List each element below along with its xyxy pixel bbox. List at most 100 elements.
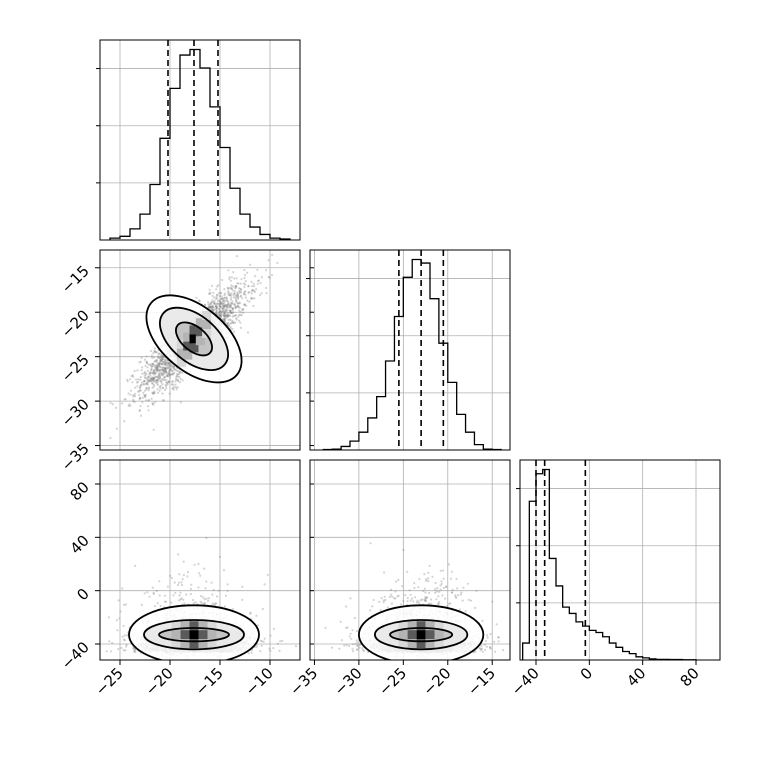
sample-point xyxy=(218,308,221,311)
density-cell xyxy=(180,630,190,640)
sample-point xyxy=(235,277,238,280)
sample-point xyxy=(159,358,162,361)
sample-point xyxy=(176,584,180,587)
sample-point xyxy=(154,365,157,368)
sample-point xyxy=(132,398,135,401)
sample-point xyxy=(259,282,262,285)
sample-point xyxy=(167,362,170,365)
sample-point xyxy=(138,386,141,390)
sample-point xyxy=(272,627,276,630)
sample-point xyxy=(164,358,167,361)
sample-point xyxy=(167,374,170,377)
sample-point xyxy=(128,378,131,381)
sample-point xyxy=(271,253,274,256)
sample-point xyxy=(169,365,172,368)
sample-point xyxy=(220,297,223,300)
sample-point xyxy=(164,363,167,366)
sample-point xyxy=(175,369,178,372)
sample-point xyxy=(224,317,227,320)
sample-point xyxy=(177,375,180,378)
sample-point xyxy=(249,611,252,614)
sample-point xyxy=(223,302,226,305)
sample-point xyxy=(164,370,168,374)
sample-point xyxy=(229,309,232,313)
sample-point xyxy=(215,293,218,296)
contour-line xyxy=(143,619,245,651)
sample-point xyxy=(159,384,162,388)
sample-point xyxy=(229,309,232,312)
sample-point xyxy=(231,309,234,312)
sample-point xyxy=(215,305,218,308)
sample-point xyxy=(207,301,210,304)
sample-point xyxy=(226,589,229,592)
sample-point xyxy=(134,386,137,389)
sample-point xyxy=(229,304,232,307)
sample-point xyxy=(127,392,130,395)
sample-point xyxy=(157,391,160,394)
sample-point xyxy=(168,392,171,395)
sample-point xyxy=(228,294,231,297)
sample-point xyxy=(186,575,189,578)
sample-point xyxy=(148,378,151,381)
sample-point xyxy=(162,367,165,370)
contour-line xyxy=(159,306,229,371)
sample-point xyxy=(230,287,233,290)
sample-point xyxy=(153,369,156,372)
sample-point xyxy=(207,306,210,309)
sample-point xyxy=(160,355,163,358)
sample-point xyxy=(165,381,168,384)
sample-point xyxy=(163,362,166,365)
sample-point xyxy=(238,290,241,293)
sample-point xyxy=(123,420,126,423)
sample-point xyxy=(162,399,165,402)
sample-point xyxy=(205,580,208,583)
sample-point xyxy=(161,355,164,358)
sample-point xyxy=(229,279,232,282)
sample-point xyxy=(157,368,160,372)
sample-point xyxy=(168,381,171,384)
sample-point xyxy=(242,293,246,296)
sample-point xyxy=(215,311,218,314)
sample-point xyxy=(222,305,225,308)
sample-point xyxy=(153,375,157,379)
sample-point xyxy=(151,379,154,382)
sample-point xyxy=(203,601,206,605)
sample-point xyxy=(153,605,156,608)
density-cell xyxy=(207,630,217,640)
sample-point xyxy=(236,293,239,296)
sample-point xyxy=(234,286,237,290)
sample-point xyxy=(250,289,253,292)
sample-point xyxy=(133,648,137,651)
sample-point xyxy=(155,364,158,367)
sample-point xyxy=(167,362,170,365)
sample-point xyxy=(151,379,154,383)
sample-point xyxy=(225,314,228,317)
sample-point xyxy=(210,304,213,307)
sample-point xyxy=(161,366,164,369)
sample-point xyxy=(230,302,234,305)
sample-point xyxy=(138,398,141,401)
sample-point xyxy=(132,647,135,650)
sample-point xyxy=(165,378,168,382)
sample-point xyxy=(222,307,225,310)
sample-point xyxy=(171,380,174,383)
sample-point xyxy=(242,282,246,285)
sample-point xyxy=(220,312,223,315)
sample-point xyxy=(155,379,158,382)
sample-point xyxy=(217,292,220,295)
sample-point xyxy=(223,300,227,303)
sample-point xyxy=(145,378,148,381)
sample-point xyxy=(159,353,162,356)
sample-point xyxy=(137,390,140,393)
sample-point xyxy=(233,290,236,293)
sample-point xyxy=(249,612,252,615)
sample-point xyxy=(224,309,227,313)
sample-point xyxy=(229,304,232,307)
sample-point xyxy=(156,366,159,369)
sample-point xyxy=(208,288,211,291)
sample-point xyxy=(226,298,229,301)
sample-point xyxy=(216,297,219,300)
sample-point xyxy=(234,307,237,310)
sample-point xyxy=(149,371,152,374)
density-cell xyxy=(195,327,205,337)
